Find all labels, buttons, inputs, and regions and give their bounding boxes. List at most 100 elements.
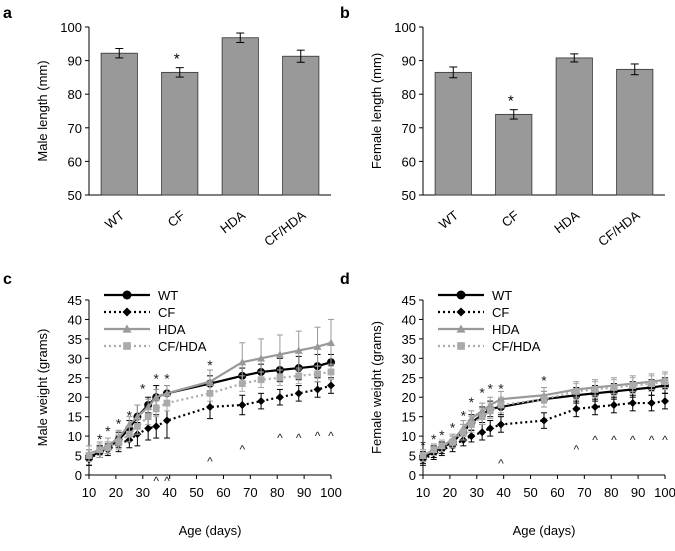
- y-tick-label: 100: [394, 20, 416, 35]
- marker-square: [497, 401, 505, 409]
- bar: [495, 113, 533, 196]
- x-tick-label: 80: [270, 485, 284, 500]
- marker-square: [276, 374, 284, 382]
- marker-triangle: [313, 342, 322, 350]
- marker-triangle: [238, 358, 247, 366]
- y-tick-label: 50: [402, 188, 416, 203]
- marker-triangle: [327, 338, 335, 346]
- marker-square: [163, 399, 171, 407]
- series-line: [422, 400, 666, 461]
- y-tick-label: 45: [68, 293, 82, 308]
- x-tick-label: 100: [654, 485, 675, 500]
- significance-star: *: [431, 431, 437, 447]
- y-tick-label: 5: [409, 449, 416, 464]
- y-axis-title: Female weight (grams): [369, 321, 384, 454]
- y-tick-label: 80: [402, 87, 416, 102]
- marker-triangle: [257, 354, 266, 362]
- series-line: [88, 384, 332, 461]
- marker-triangle: [162, 389, 171, 397]
- bar: [282, 55, 320, 196]
- marker-square: [85, 452, 93, 459]
- bar: [221, 37, 259, 196]
- marker-square: [134, 422, 141, 430]
- marker-square: [327, 368, 335, 376]
- marker-square: [591, 386, 599, 393]
- y-tick-label: 25: [68, 371, 82, 386]
- marker-diamond: [609, 401, 618, 409]
- marker-triangle: [294, 346, 303, 354]
- x-tick-label: CF/HDA: [261, 207, 309, 249]
- marker-square: [468, 421, 475, 428]
- legend-label: HDA: [158, 322, 186, 337]
- y-tick-label: 0: [75, 468, 82, 483]
- marker-square: [438, 442, 446, 450]
- marker-diamond: [275, 393, 284, 402]
- marker-diamond: [647, 399, 656, 408]
- legend-label: CF: [492, 305, 509, 320]
- legend-label: WT: [158, 288, 178, 303]
- x-tick-label: 90: [631, 485, 645, 500]
- significance-caret: ^: [239, 443, 245, 457]
- marker-diamond: [478, 428, 487, 437]
- bar: [100, 52, 138, 196]
- y-tick-label: 25: [402, 371, 416, 386]
- y-tick-label: 45: [402, 293, 416, 308]
- series-cf-hda: [419, 373, 669, 462]
- marker-square: [314, 370, 321, 378]
- marker-triangle: [144, 402, 153, 411]
- y-tick-label: 60: [402, 154, 416, 169]
- marker-square: [152, 405, 160, 413]
- significance-star: *: [97, 431, 103, 447]
- panel-label-c: c: [3, 271, 12, 288]
- y-tick-label: 30: [402, 351, 416, 366]
- x-tick-label: 50: [189, 485, 203, 500]
- y-tick-label: 50: [68, 188, 82, 203]
- legend-label: WT: [492, 288, 512, 303]
- bar: [616, 68, 654, 196]
- marker-circle: [456, 290, 466, 300]
- series-line: [422, 380, 666, 457]
- marker-triangle: [206, 377, 214, 385]
- x-tick-label: 60: [216, 485, 230, 500]
- legend-label: CF/HDA: [492, 339, 541, 354]
- marker-square: [540, 395, 548, 403]
- marker-triangle: [125, 420, 134, 428]
- x-tick-label: 20: [109, 485, 123, 500]
- x-tick-label: CF: [499, 208, 522, 231]
- marker-square: [295, 372, 303, 380]
- marker-square: [238, 380, 246, 388]
- marker-diamond: [144, 424, 153, 433]
- marker-square: [572, 387, 580, 395]
- significance-star: *: [420, 437, 426, 453]
- x-tick-label: 100: [320, 485, 342, 500]
- marker-diamond: [162, 416, 171, 425]
- significance-star: *: [140, 380, 146, 396]
- marker-diamond: [152, 422, 161, 431]
- x-tick-label: 80: [604, 485, 618, 500]
- significance-star: *: [487, 380, 493, 396]
- significance-caret: ^: [277, 431, 283, 445]
- series-line: [88, 341, 332, 455]
- series-line: [422, 378, 666, 457]
- x-tick-label: 90: [297, 485, 311, 500]
- y-tick-label: 90: [68, 54, 82, 69]
- x-tick-label: 30: [136, 485, 150, 500]
- y-tick-label: 20: [402, 390, 416, 405]
- series-cf-hda: [85, 363, 335, 462]
- y-tick-label: 70: [68, 121, 82, 136]
- marker-square: [648, 380, 655, 388]
- marker-diamond: [122, 307, 132, 317]
- legend-label: CF: [158, 305, 175, 320]
- panel-label-a: a: [3, 5, 12, 22]
- x-tick-label: 40: [496, 485, 510, 500]
- marker-diamond: [313, 385, 322, 394]
- marker-square: [104, 444, 112, 452]
- marker-triangle: [275, 350, 284, 358]
- x-tick-label: CF: [165, 208, 188, 231]
- significance-star: *: [164, 371, 170, 387]
- marker-diamond: [238, 401, 247, 409]
- marker-square: [486, 407, 494, 415]
- legend-label: HDA: [492, 322, 520, 337]
- y-tick-label: 10: [402, 429, 416, 444]
